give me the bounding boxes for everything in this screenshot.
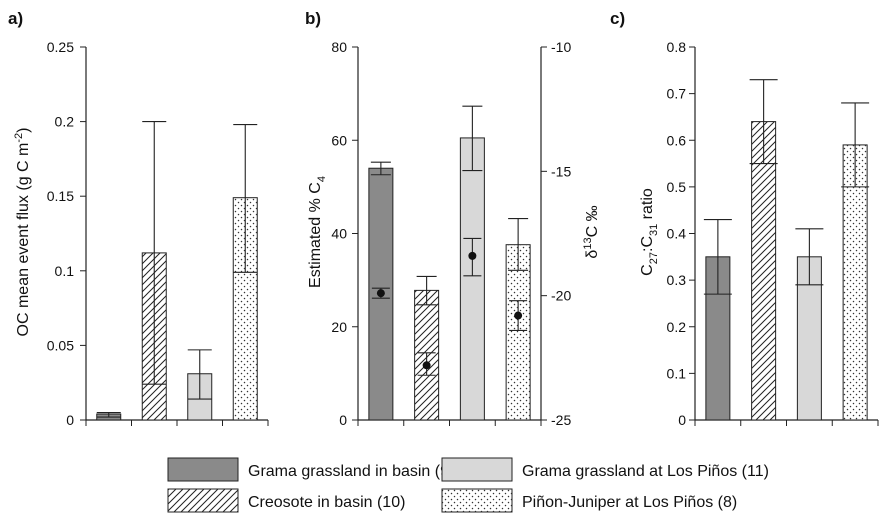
y-tick-label: 60 xyxy=(331,132,347,148)
legend-label-grama-basin: Grama grassland in basin (9) xyxy=(248,463,454,480)
y-tick-label: 0 xyxy=(678,412,686,428)
legend-item-grama-lospinos: Grama grassland at Los Piños (11) xyxy=(441,457,769,482)
legend-label-creosote: Creosote in basin (10) xyxy=(248,494,405,511)
y2-tick-label: -10 xyxy=(551,39,571,55)
panel-c: c) C27:C31 ratio 00.10.20.30.40.50.60.70… xyxy=(610,9,879,428)
panel-b-ylabel: Estimated % C4 xyxy=(307,176,328,288)
panel-b-label: b) xyxy=(305,9,321,28)
panel-a-label: a) xyxy=(8,9,23,28)
y-tick-label: 0 xyxy=(66,412,74,428)
panel-a-axes: 0 0.05 0.1 0.15 0.2 0.25 xyxy=(47,39,269,428)
panel-b-axes: 0 20 40 60 80 -25 -20 -15 -10 xyxy=(331,39,571,428)
legend-swatch-pinon-juniper xyxy=(441,488,513,513)
y-tick-label: 0.1 xyxy=(55,263,75,279)
y2-tick-label: -25 xyxy=(551,412,571,428)
panel-b-y2label: δ13C ‰ xyxy=(582,205,601,258)
panel-c-label: c) xyxy=(610,9,625,28)
y-tick-label: 0 xyxy=(339,412,347,428)
y2-tick-label: -20 xyxy=(551,288,571,304)
y-tick-label: 0.15 xyxy=(47,188,74,204)
point-pinon-juniper xyxy=(514,311,523,320)
legend-item-pinon-juniper: Piñon-Juniper at Los Piños (8) xyxy=(441,488,737,513)
y-tick-label: 0.25 xyxy=(47,39,74,55)
y-tick-label: 40 xyxy=(331,226,347,242)
legend-swatch-grama-lospinos xyxy=(441,457,513,482)
y-tick-label: 80 xyxy=(331,39,347,55)
panel-c-axes: 0 0.1 0.2 0.3 0.4 0.5 0.6 0.7 0.8 xyxy=(667,39,879,428)
y-tick-label: 0.05 xyxy=(47,337,74,353)
y-tick-label: 0.2 xyxy=(667,319,687,335)
panel-b: b) Estimated % C4 δ13C ‰ 0 20 40 60 80 -25 -20… xyxy=(305,9,601,428)
panel-a: a) OC mean event flux (g C m-2) 0 0.05 0.1… xyxy=(8,9,269,428)
y-tick-label: 0.5 xyxy=(667,179,687,195)
y-tick-label: 0.7 xyxy=(667,86,687,102)
y-tick-label: 0.1 xyxy=(667,365,687,381)
bar-pinon-juniper xyxy=(842,144,868,421)
point-grama-lospinos xyxy=(468,251,477,260)
point-creosote xyxy=(422,361,431,370)
bar-pinon-juniper xyxy=(505,244,531,421)
legend-item-creosote: Creosote in basin (10) xyxy=(167,488,405,513)
legend-swatch-grama-basin xyxy=(167,457,239,482)
bar-creosote xyxy=(751,121,777,421)
y-tick-label: 0.4 xyxy=(667,226,687,242)
legend: Grama grassland in basin (9) Grama grass… xyxy=(167,457,769,513)
legend-label-pinon-juniper: Piñon-Juniper at Los Piños (8) xyxy=(522,494,737,511)
y-tick-label: 20 xyxy=(331,319,347,335)
y-tick-label: 0.8 xyxy=(667,39,687,55)
legend-item-grama-basin: Grama grassland in basin (9) xyxy=(167,457,454,482)
legend-swatch-creosote xyxy=(167,488,239,513)
panel-c-ylabel: C27:C31 ratio xyxy=(639,188,660,276)
y2-tick-label: -15 xyxy=(551,163,571,179)
bar-grama-lospinos xyxy=(459,137,485,421)
y-tick-label: 0.3 xyxy=(667,272,687,288)
legend-label-grama-lospinos: Grama grassland at Los Piños (11) xyxy=(522,463,769,480)
panel-a-ylabel: OC mean event flux (g C m-2) xyxy=(13,128,32,337)
y-tick-label: 0.6 xyxy=(667,132,687,148)
point-grama-basin xyxy=(376,289,385,298)
y-tick-label: 0.2 xyxy=(55,114,75,130)
